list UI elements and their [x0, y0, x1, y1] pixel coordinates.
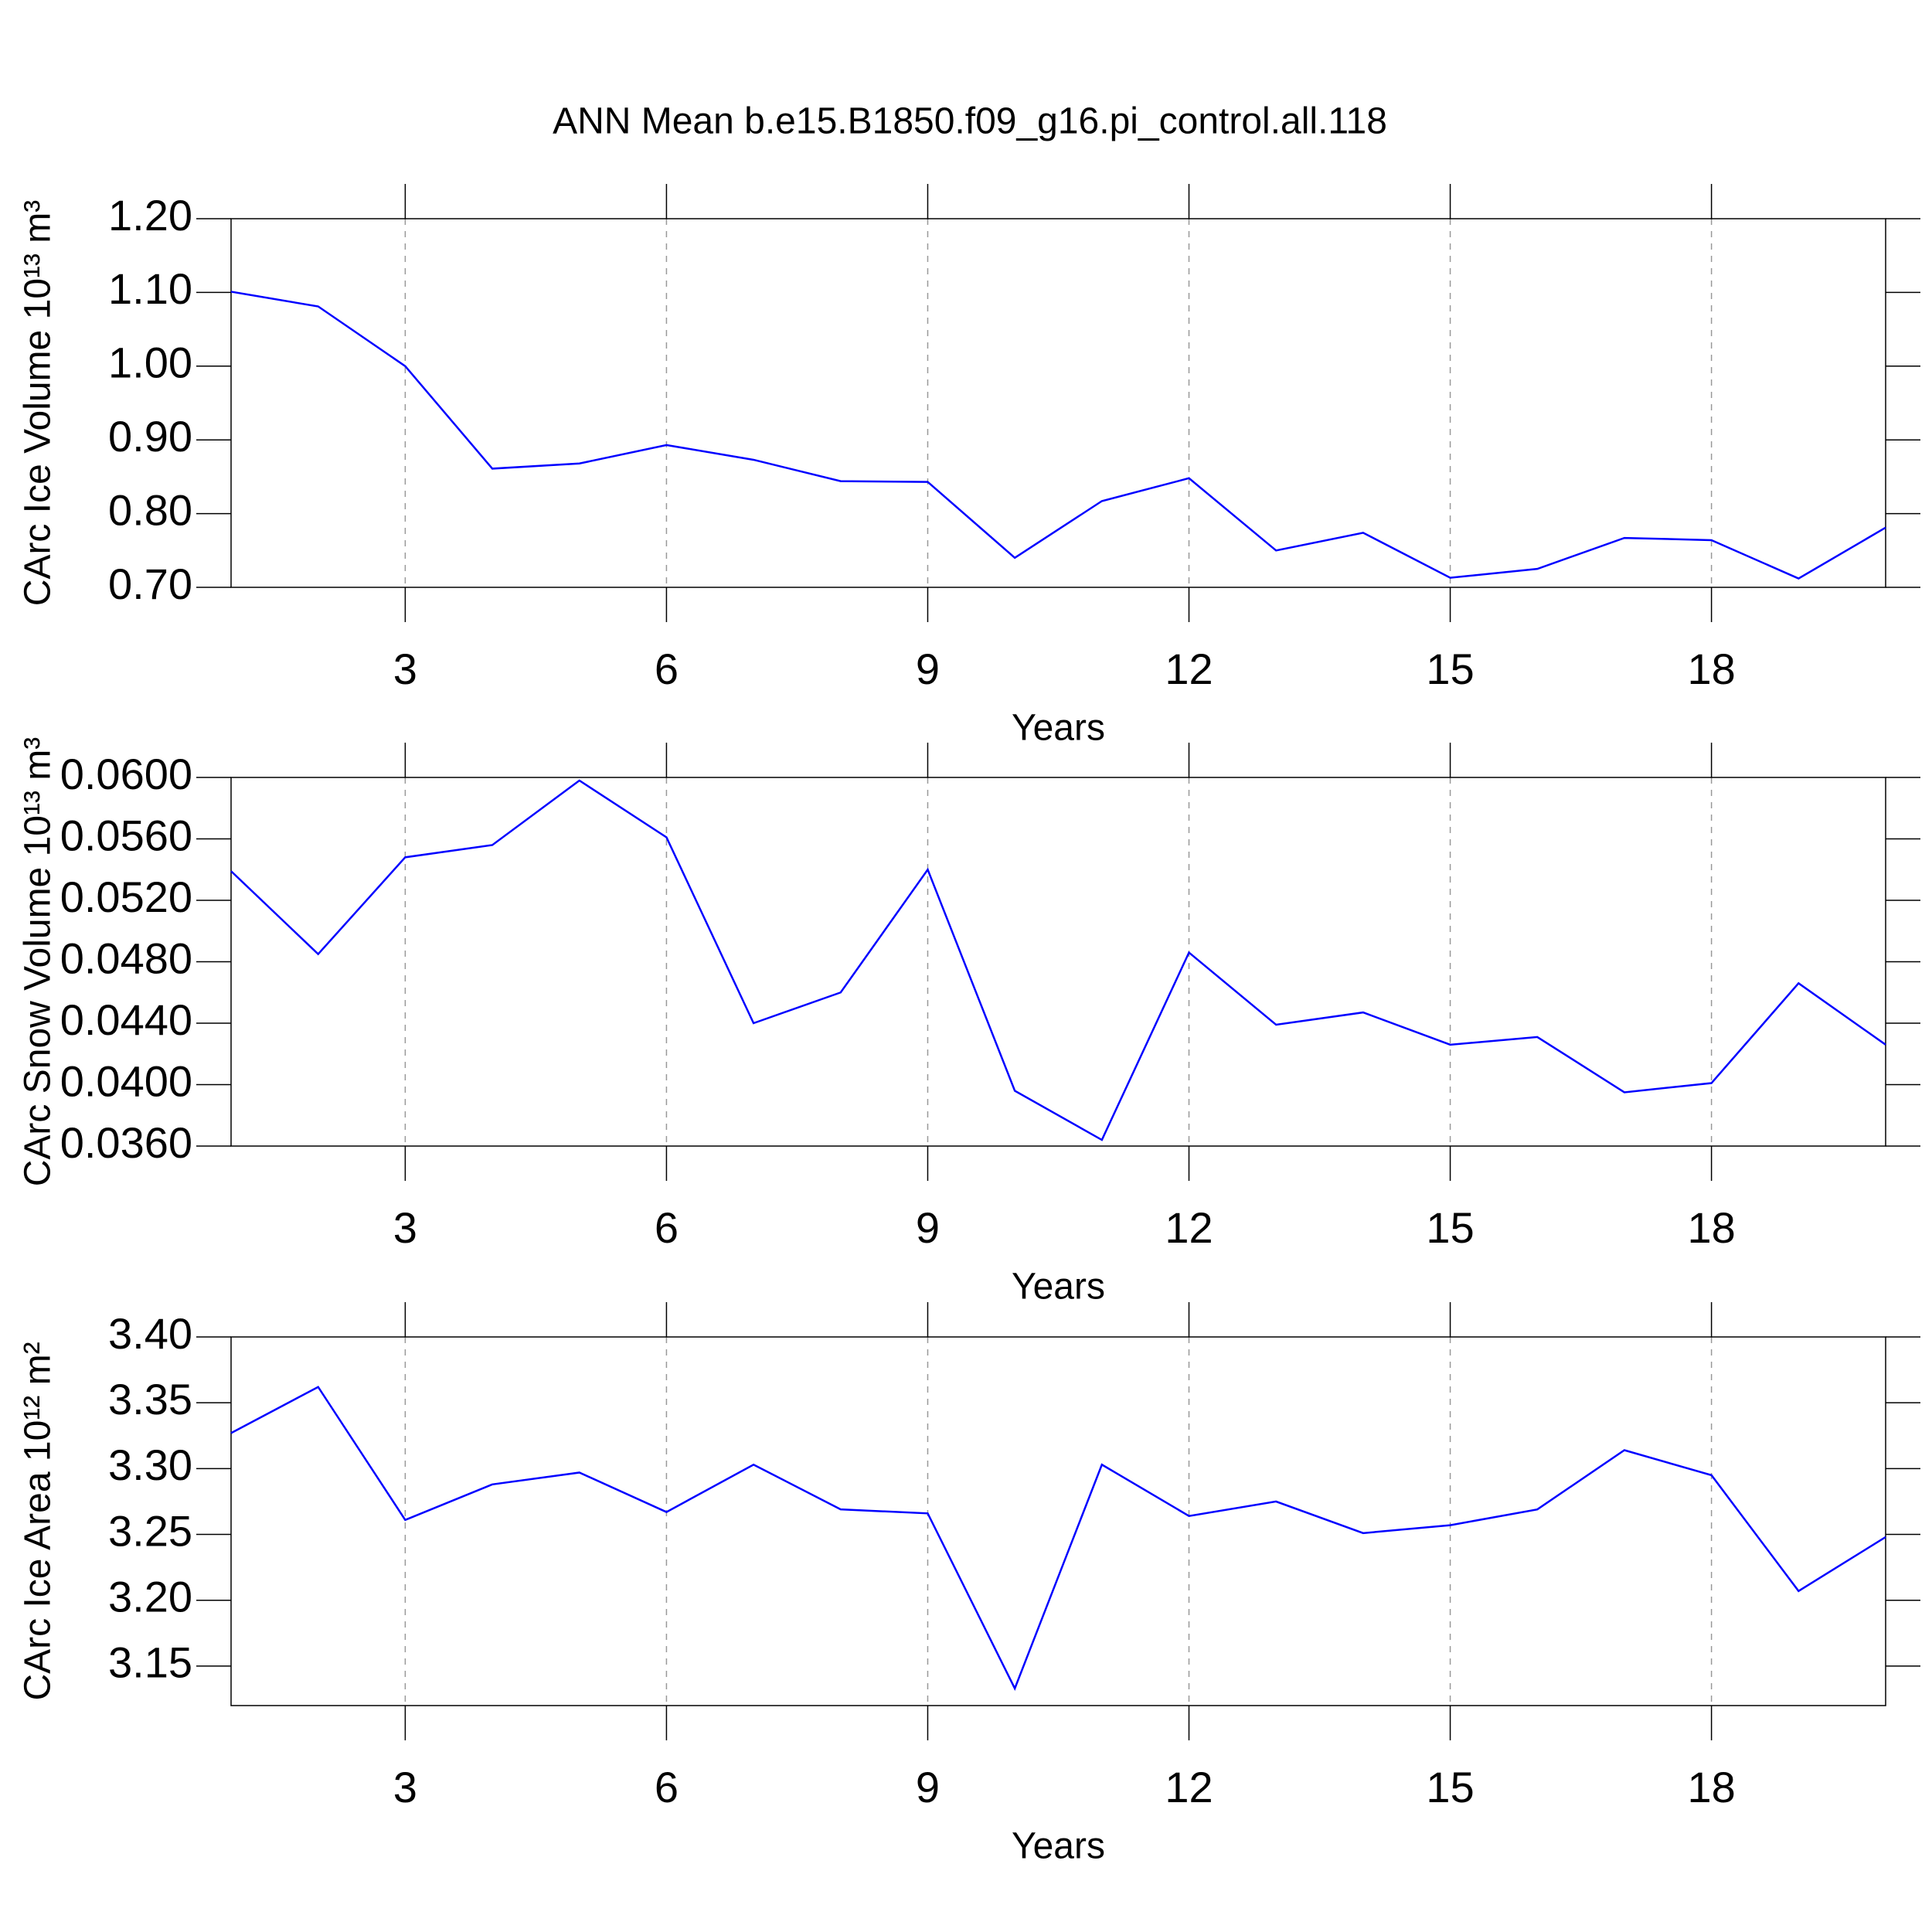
x-tick-label: 9: [916, 1203, 940, 1252]
x-tick-label: 3: [393, 1763, 417, 1811]
y-tick-label: 3.40: [108, 1309, 192, 1358]
x-tick-label: 18: [1687, 1203, 1735, 1252]
y-tick-label: 0.80: [108, 485, 192, 534]
y-tick-label: 0.90: [108, 412, 192, 461]
x-tick-label: 18: [1687, 1763, 1735, 1811]
y-tick-label: 0.0600: [60, 750, 192, 798]
y-tick-label: 0.0520: [60, 872, 192, 921]
data-line: [230, 779, 1886, 1141]
x-tick-label: 3: [393, 1203, 417, 1252]
x-tick-label: 12: [1165, 645, 1213, 693]
y-tick-label: 0.0400: [60, 1056, 192, 1105]
x-tick-label: 12: [1165, 1763, 1213, 1811]
y-tick-label: 1.20: [108, 191, 192, 240]
chart-title: ANN Mean b.e15.B1850.f09_g16.pi_control.…: [553, 101, 1387, 142]
x-axis-label: Years: [1012, 1826, 1105, 1867]
y-axis-label: CArc Ice Area 10¹² m²: [18, 1342, 59, 1700]
x-tick-label: 6: [655, 1203, 679, 1252]
y-tick-label: 0.0360: [60, 1118, 192, 1167]
x-tick-label: 9: [916, 1763, 940, 1811]
x-axis-label: Years: [1012, 708, 1105, 749]
y-tick-label: 1.10: [108, 264, 192, 313]
plot-frame: [230, 218, 1886, 588]
x-tick-label: 12: [1165, 1203, 1213, 1252]
y-axis-label: CArc Snow Volume 10¹³ m³: [18, 737, 59, 1187]
x-tick-label: 3: [393, 645, 417, 693]
y-tick-label: 1.00: [108, 338, 192, 387]
y-axis-label: CArc Ice Volume 10¹³ m³: [18, 200, 59, 606]
y-tick-label: 0.70: [108, 560, 192, 608]
y-tick-label: 3.30: [108, 1440, 192, 1489]
data-line: [230, 1386, 1886, 1691]
y-tick-label: 3.25: [108, 1506, 192, 1555]
y-tick-label: 0.0440: [60, 995, 192, 1044]
x-tick-label: 18: [1687, 645, 1735, 693]
x-tick-label: 9: [916, 645, 940, 693]
x-tick-label: 15: [1426, 1763, 1474, 1811]
x-axis-label: Years: [1012, 1267, 1105, 1308]
plot-frame: [230, 1336, 1886, 1706]
plot-frame: [230, 777, 1886, 1147]
x-tick-label: 6: [655, 645, 679, 693]
y-tick-label: 3.20: [108, 1573, 192, 1621]
data-line: [230, 291, 1886, 580]
x-tick-label: 15: [1426, 1203, 1474, 1252]
y-tick-label: 0.0480: [60, 934, 192, 982]
y-tick-label: 3.35: [108, 1375, 192, 1423]
y-tick-label: 0.0560: [60, 811, 192, 859]
x-tick-label: 15: [1426, 645, 1474, 693]
y-tick-label: 3.15: [108, 1638, 192, 1687]
x-tick-label: 6: [655, 1763, 679, 1811]
